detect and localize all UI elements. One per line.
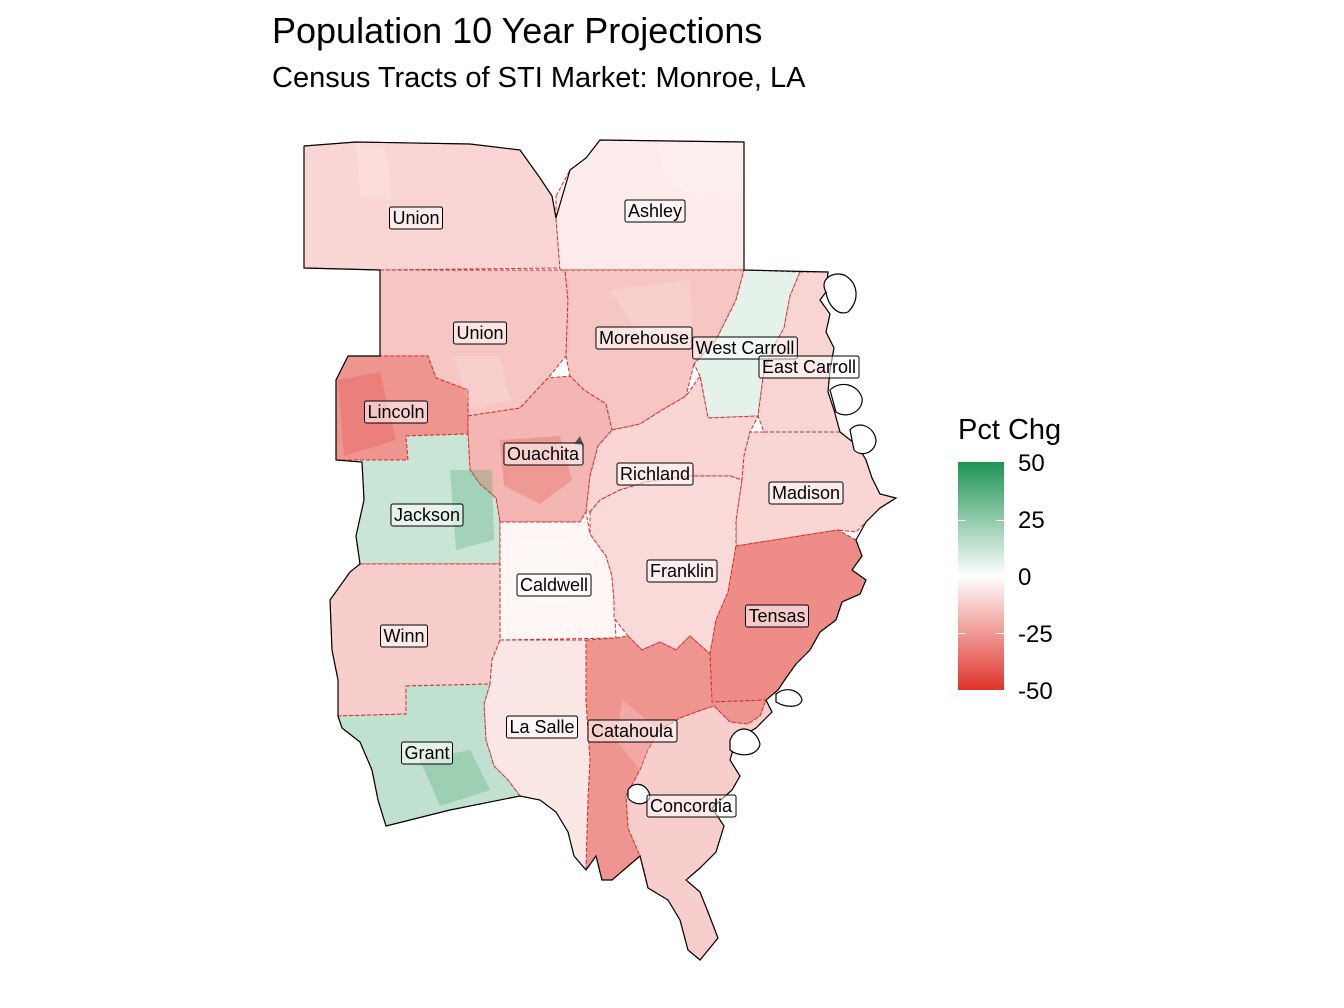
county-region	[303, 141, 561, 271]
river-loop	[849, 424, 877, 455]
legend-tick-label: 50	[1018, 450, 1045, 477]
legend-tick-mark	[958, 520, 1004, 521]
county-label-text: Concordia	[650, 796, 733, 816]
county-label: Franklin	[646, 559, 718, 583]
legend-tick-mark	[958, 633, 1004, 634]
county-label-text: Ouachita	[507, 444, 580, 464]
county-label-box	[692, 336, 798, 360]
county-label-text: Morehouse	[599, 328, 689, 348]
county-label-box	[400, 741, 454, 765]
county-label-box	[379, 624, 429, 648]
county-label-box	[503, 442, 584, 466]
legend-tick-label: 25	[1018, 507, 1045, 534]
county-label-text: Madison	[772, 483, 840, 503]
county-label: Winn	[379, 624, 429, 648]
county-label: Grant	[400, 741, 454, 765]
county-label-text: Union	[392, 208, 439, 228]
county-label-box	[505, 715, 579, 739]
county-label-text: East Carroll	[762, 357, 856, 377]
county-label-box	[363, 400, 429, 424]
county-label: West Carroll	[692, 336, 798, 360]
tract-shade	[450, 470, 494, 550]
county-label-box	[616, 462, 694, 486]
county-label-box	[768, 481, 844, 505]
county-label-box	[388, 206, 444, 230]
river-loop	[829, 383, 863, 416]
county-label: East Carroll	[758, 355, 860, 379]
county-label-box	[587, 719, 678, 743]
county-label: Richland	[616, 462, 694, 486]
county-label: Tensas	[744, 604, 810, 628]
tract-shade	[610, 280, 692, 336]
choropleth-map: Union Ashley Union Morehouse West CarrollEas…	[303, 139, 898, 961]
county-label-text: Richland	[620, 464, 690, 484]
county-label: Morehouse	[595, 326, 693, 350]
county-label: Caldwell	[516, 573, 592, 597]
county-label-text: Union	[456, 323, 503, 343]
county-label-text: Grant	[404, 743, 449, 763]
county-label-box	[624, 199, 686, 223]
river-loop	[729, 728, 761, 756]
county-label-box	[646, 794, 737, 818]
county-label: Union	[452, 321, 508, 345]
county-label-text: Franklin	[650, 561, 714, 581]
county-label: Ouachita	[503, 442, 584, 466]
county-label-text: Lincoln	[367, 402, 424, 422]
county-label: Madison	[768, 481, 844, 505]
county-label-text: Jackson	[394, 505, 460, 525]
map-subtitle: Census Tracts of STI Market: Monroe, LA	[272, 62, 806, 94]
county-label-text: La Salle	[509, 717, 574, 737]
county-label-box	[452, 321, 508, 345]
river-loop	[823, 273, 857, 314]
county-label-box	[516, 573, 592, 597]
county-label-text: West Carroll	[696, 338, 795, 358]
county-label-box	[595, 326, 693, 350]
county-label: Union	[388, 206, 444, 230]
county-region	[335, 433, 501, 565]
river-loop	[775, 689, 803, 707]
legend-tick-mark	[958, 576, 1004, 577]
county-label-text: Caldwell	[520, 575, 588, 595]
county-label-box	[390, 503, 464, 527]
county-label-text: Catahoula	[591, 721, 674, 741]
map-title: Population 10 Year Projections	[272, 10, 763, 51]
county-label: La Salle	[505, 715, 579, 739]
county-label-text: Ashley	[628, 201, 682, 221]
legend-tick-label: -25	[1018, 621, 1053, 648]
county-label: Lincoln	[363, 400, 429, 424]
county-label: Jackson	[390, 503, 464, 527]
legend-tick-label: 0	[1018, 564, 1032, 591]
county-region	[483, 639, 591, 872]
market-outline	[303, 139, 898, 961]
legend-tick-label: -50	[1018, 678, 1053, 705]
county-label-box	[758, 355, 860, 379]
county-label: Concordia	[646, 794, 737, 818]
county-label-box	[646, 559, 718, 583]
county-label: Catahoula	[587, 719, 678, 743]
legend-title: Pct Chg	[958, 414, 1062, 446]
tract-shade	[356, 142, 392, 200]
tract-shade	[454, 356, 510, 408]
county-label-box	[744, 604, 810, 628]
county-label-text: Winn	[383, 626, 424, 646]
county-label: Ashley	[624, 199, 686, 223]
county-label-text: Tensas	[748, 606, 805, 626]
tract-shade	[656, 142, 744, 200]
